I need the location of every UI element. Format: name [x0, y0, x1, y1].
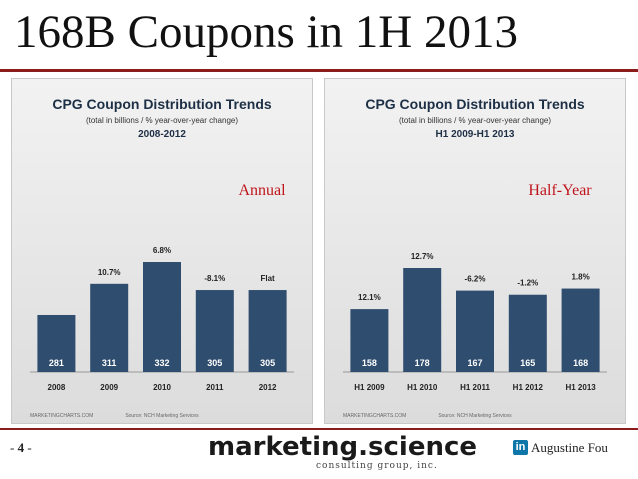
- change-label: 12.1%: [358, 293, 381, 302]
- bar-2011: [195, 290, 234, 372]
- category-label: 2011: [206, 383, 224, 392]
- category-label: 2008: [48, 383, 66, 392]
- slide-title: 168B Coupons in 1H 2013: [14, 6, 518, 58]
- author-credit: in Augustine Fou: [513, 439, 608, 456]
- chart-title: CPG Coupon Distribution Trends: [365, 96, 585, 112]
- linkedin-icon: in: [513, 440, 528, 456]
- bar-H1 2012: [508, 294, 547, 372]
- category-label: H1 2011: [460, 383, 490, 392]
- chart-tag: Half-Year: [528, 182, 592, 199]
- bar-2010: [143, 262, 181, 372]
- category-label: 2009: [100, 383, 118, 392]
- bar-value-label: 168: [573, 358, 588, 368]
- annual-chart: CPG Coupon Distribution Trends (total in …: [30, 96, 294, 419]
- source-text: Source: NCH Marketing Services: [125, 413, 199, 419]
- change-label: 12.7%: [411, 252, 434, 261]
- category-label: 2012: [259, 383, 277, 392]
- bar-value-label: 305: [207, 358, 222, 368]
- page-number: - 4 -: [10, 440, 32, 456]
- half-year-chart-panel: CPG Coupon Distribution Trends (total in …: [324, 78, 626, 424]
- bar-value-label: 305: [260, 358, 275, 368]
- bar-2008: [37, 314, 76, 372]
- bar-2012: [248, 290, 287, 372]
- author-name: Augustine Fou: [531, 439, 608, 455]
- company-logo: marketing.science consulting group, inc.: [208, 432, 477, 476]
- source-left-text: MARKETINGCHARTS.COM: [343, 413, 406, 419]
- change-label: 10.7%: [98, 268, 121, 277]
- chart-subtitle: (total in billions / % year-over-year ch…: [399, 116, 551, 125]
- bar-2009: [90, 283, 129, 372]
- logo-sub-text: consulting group, inc.: [316, 461, 438, 471]
- change-label: -1.2%: [517, 279, 538, 288]
- chart-period: 2008-2012: [138, 129, 186, 140]
- annual-chart-panel: CPG Coupon Distribution Trends (total in …: [11, 78, 313, 424]
- page-dash-right: -: [24, 440, 32, 455]
- change-label: -6.2%: [465, 275, 486, 284]
- bar-H1 2011: [456, 290, 494, 372]
- bar-H1 2013: [561, 288, 600, 372]
- bar-H1 2010: [403, 268, 442, 372]
- bar-value-label: 165: [520, 358, 535, 368]
- bar-value-label: 178: [415, 358, 430, 368]
- page-dash-left: -: [10, 440, 18, 455]
- chart-title: CPG Coupon Distribution Trends: [52, 96, 272, 112]
- footer-rule: [0, 428, 638, 430]
- half-year-chart: CPG Coupon Distribution Trends (total in …: [343, 96, 607, 419]
- bar-value-label: 158: [362, 358, 377, 368]
- category-label: 2010: [153, 383, 171, 392]
- bar-H1 2009: [350, 309, 389, 372]
- change-label: 1.8%: [571, 273, 589, 282]
- change-label: Flat: [260, 274, 275, 283]
- bar-value-label: 281: [49, 358, 64, 368]
- page-number-value: 4: [17, 440, 25, 455]
- chart-subtitle: (total in billions / % year-over-year ch…: [86, 116, 238, 125]
- change-label: -8.1%: [204, 274, 225, 283]
- category-label: H1 2013: [565, 383, 596, 392]
- title-rule: [0, 69, 638, 72]
- chart-period: H1 2009-H1 2013: [436, 129, 515, 140]
- bar-value-label: 311: [102, 358, 117, 368]
- bar-value-label: 332: [154, 358, 169, 368]
- source-text: Source: NCH Marketing Services: [438, 413, 512, 419]
- category-label: H1 2012: [513, 383, 544, 392]
- category-label: H1 2010: [407, 383, 438, 392]
- bar-value-label: 167: [467, 358, 482, 368]
- logo-main-text: marketing.science: [208, 432, 478, 462]
- chart-tag: Annual: [238, 182, 286, 199]
- source-left-text: MARKETINGCHARTS.COM: [30, 413, 93, 419]
- category-label: H1 2009: [354, 383, 385, 392]
- change-label: 6.8%: [153, 246, 171, 255]
